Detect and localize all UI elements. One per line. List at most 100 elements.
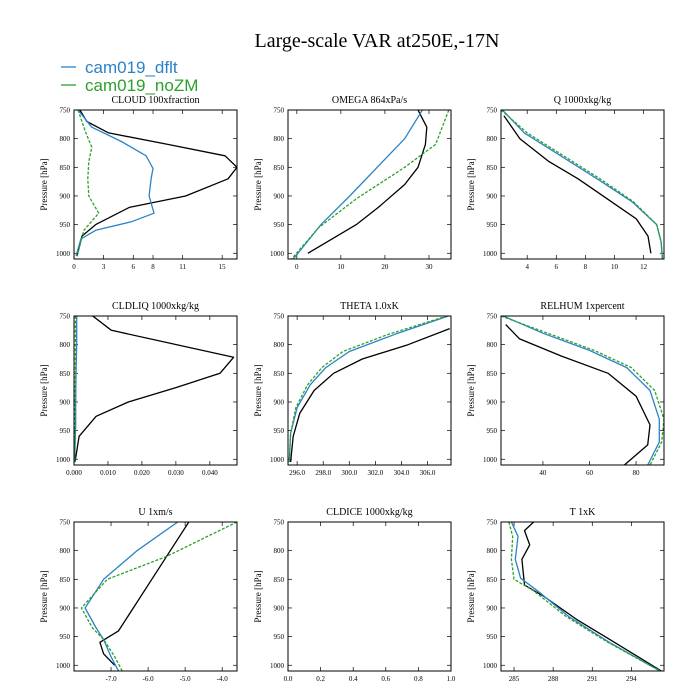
y-tick-label: 850	[274, 576, 285, 584]
panel-title: OMEGA 864xPa/s	[332, 95, 407, 106]
panel-6: RELHUM 1xpercent Pressure [hPa] 750 800 850 9…	[466, 301, 665, 477]
y-tick-label: 850	[60, 370, 71, 378]
panel-frame	[287, 109, 452, 260]
y-tick-label: 800	[487, 135, 498, 143]
x-tick-label: 80	[633, 469, 641, 477]
panel-5: THETA 1.0xK Pressure [hPa] 750 800 850 900 950…	[253, 301, 452, 477]
y-axis-label: Pressure [hPa]	[253, 158, 263, 210]
series-line-cam019-noZM	[501, 110, 664, 259]
series-line-black	[289, 327, 450, 463]
x-tick-label: 20	[381, 263, 389, 271]
y-axis-label: Pressure [hPa]	[253, 364, 263, 416]
y-tick-label: 1000	[56, 662, 71, 670]
y-tick-label: 750	[274, 519, 285, 527]
panel-title: CLDLIQ 1000xkg/kg	[112, 301, 199, 312]
x-tick-label: 10	[611, 263, 619, 271]
panel-frame	[287, 521, 452, 672]
x-tick-label: 285	[509, 675, 520, 683]
x-tick-label: 0.000	[66, 469, 82, 477]
panel-8: CLDICE 1000xkg/kg Pressure [hPa] 750 800 850…	[253, 507, 456, 683]
y-tick-label: 1000	[483, 456, 498, 464]
x-tick-label: -7.0	[105, 675, 117, 683]
y-axis-label: Pressure [hPa]	[39, 570, 49, 622]
y-tick-label: 750	[487, 313, 498, 321]
legend: cam019_dflt cam019_noZM	[61, 58, 198, 95]
y-tick-label: 1000	[483, 250, 498, 258]
x-tick-label: 298.0	[315, 469, 331, 477]
y-tick-label: 750	[487, 519, 498, 527]
y-tick-label: 800	[274, 135, 285, 143]
series-line-cam019-noZM	[291, 110, 450, 259]
panel-1: CLOUD 100xfraction Pressure [hPa] 750 800 85…	[39, 95, 238, 271]
y-tick-label: 1000	[56, 456, 71, 464]
series-line-black	[307, 110, 428, 254]
y-tick-label: 750	[487, 107, 498, 115]
y-tick-label: 800	[274, 341, 285, 349]
y-axis-label: Pressure [hPa]	[466, 570, 476, 622]
series-line-cam019-dflt	[74, 316, 78, 463]
panel-frame	[500, 315, 665, 466]
series-line-cam019-noZM	[501, 316, 664, 465]
panel-title: CLOUD 100xfraction	[111, 95, 199, 106]
x-tick-label: 0.6	[381, 675, 390, 683]
y-tick-label: 850	[274, 164, 285, 172]
x-tick-label: 15	[219, 263, 227, 271]
y-tick-label: 750	[60, 107, 71, 115]
x-tick-label: 30	[425, 263, 433, 271]
legend-label-nozm: cam019_noZM	[85, 76, 198, 95]
series-line-cam019-dflt	[503, 316, 660, 465]
y-tick-label: 750	[274, 107, 285, 115]
panel-title: U 1xm/s	[138, 507, 172, 518]
y-tick-label: 850	[60, 576, 71, 584]
x-tick-label: 296.0	[289, 469, 305, 477]
panel-frame	[73, 109, 238, 260]
y-tick-label: 850	[274, 370, 285, 378]
y-tick-label: 900	[487, 604, 498, 612]
x-tick-label: 0.030	[168, 469, 184, 477]
x-tick-label: 4	[525, 263, 529, 271]
y-axis-label: Pressure [hPa]	[466, 364, 476, 416]
series-line-cam019-dflt	[288, 316, 449, 463]
x-tick-label: 302.0	[367, 469, 383, 477]
y-axis-label: Pressure [hPa]	[39, 158, 49, 210]
panel-title: T 1xK	[570, 507, 596, 518]
panel-frame	[73, 315, 238, 466]
panel-title: RELHUM 1xpercent	[540, 301, 624, 312]
panels-group: CLOUD 100xfraction Pressure [hPa] 750 800 85…	[39, 95, 665, 683]
y-tick-label: 900	[274, 604, 285, 612]
y-tick-label: 1000	[483, 662, 498, 670]
y-tick-label: 1000	[270, 456, 285, 464]
y-tick-label: 900	[274, 398, 285, 406]
x-tick-label: 0.040	[202, 469, 218, 477]
y-tick-label: 1000	[270, 662, 285, 670]
y-tick-label: 900	[487, 192, 498, 200]
panel-title: Q 1000xkg/kg	[554, 95, 612, 106]
y-tick-label: 750	[274, 313, 285, 321]
y-tick-label: 800	[487, 547, 498, 555]
series-line-black	[521, 522, 662, 671]
y-tick-label: 950	[487, 427, 498, 435]
x-tick-label: -5.0	[180, 675, 192, 683]
y-tick-label: 950	[274, 427, 285, 435]
x-tick-label: 291	[587, 675, 598, 683]
legend-label-dflt: cam019_dflt	[85, 58, 178, 77]
x-tick-label: 11	[179, 263, 186, 271]
x-tick-label: 304.0	[394, 469, 410, 477]
panel-frame	[287, 315, 452, 466]
y-tick-label: 800	[274, 547, 285, 555]
x-tick-label: 12	[640, 263, 648, 271]
y-tick-label: 950	[487, 633, 498, 641]
panel-2: OMEGA 864xPa/s Pressure [hPa] 750 800 850 900…	[253, 95, 452, 271]
y-tick-label: 800	[487, 341, 498, 349]
x-tick-label: 6	[132, 263, 136, 271]
series-line-cam019-dflt	[510, 522, 661, 671]
x-tick-label: 0.2	[316, 675, 325, 683]
y-tick-label: 950	[487, 221, 498, 229]
y-tick-label: 1000	[270, 250, 285, 258]
y-tick-label: 900	[60, 604, 71, 612]
series-line-cam019-noZM	[76, 110, 100, 257]
x-tick-label: 0.010	[100, 469, 116, 477]
y-tick-label: 750	[60, 519, 71, 527]
x-tick-label: 300.0	[341, 469, 357, 477]
y-tick-label: 800	[60, 135, 71, 143]
